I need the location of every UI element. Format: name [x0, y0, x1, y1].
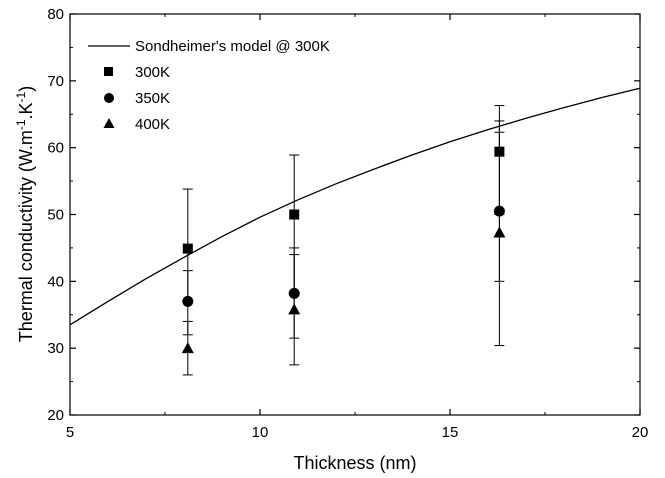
y-axis-title-part: ): [16, 86, 36, 92]
y-tick-label: 20: [47, 407, 64, 424]
legend-300k-marker: [104, 67, 113, 76]
marker-350k: [182, 295, 194, 307]
y-tick-label: 60: [47, 140, 64, 157]
y-tick-label: 70: [47, 73, 64, 90]
marker-400k: [288, 303, 301, 315]
x-tick-label: 5: [66, 424, 74, 441]
x-tick-label: 20: [632, 424, 649, 441]
y-tick-label: 30: [47, 340, 64, 357]
legend-300k-label: 300K: [135, 64, 170, 81]
legend-model-label: Sondheimer's model @ 300K: [135, 38, 330, 55]
marker-300k: [289, 209, 300, 220]
y-tick-label: 50: [47, 207, 64, 224]
legend-400k-marker: [103, 118, 115, 128]
marker-350k: [288, 287, 300, 299]
y-tick-label: 80: [47, 6, 64, 23]
marker-layer: [181, 146, 506, 354]
legend-400k-label: 400K: [135, 116, 170, 133]
tick-layer: 5 10 15 20 20 30 40 50 60 70 80: [47, 6, 648, 441]
y-tick-label: 40: [47, 273, 64, 290]
errorbar-layer: [182, 105, 505, 376]
y-axis-title: Thermal conductivity (W.m-1.K-1): [14, 86, 36, 342]
y-axis-title-part: Thermal conductivity (W.m: [16, 130, 36, 342]
marker-400k: [493, 226, 506, 238]
x-tick-label: 10: [252, 424, 269, 441]
y-axis-title-exponent: -1: [14, 119, 28, 130]
x-axis-title: Thickness (nm): [293, 453, 416, 473]
y-axis-title-exponent: -1: [14, 91, 28, 102]
model-line-layer: [69, 87, 641, 326]
legend-350k-label: 350K: [135, 90, 170, 107]
marker-300k: [494, 146, 505, 157]
sondheimer-model-line: [69, 87, 641, 326]
marker-350k: [493, 205, 505, 217]
marker-300k: [182, 243, 193, 254]
legend-350k-marker: [104, 93, 114, 103]
y-axis-title-part: .K: [16, 102, 36, 119]
x-tick-label: 15: [442, 424, 459, 441]
legend: Sondheimer's model @ 300K 300K 350K 400K: [88, 38, 330, 133]
marker-400k: [181, 342, 194, 354]
